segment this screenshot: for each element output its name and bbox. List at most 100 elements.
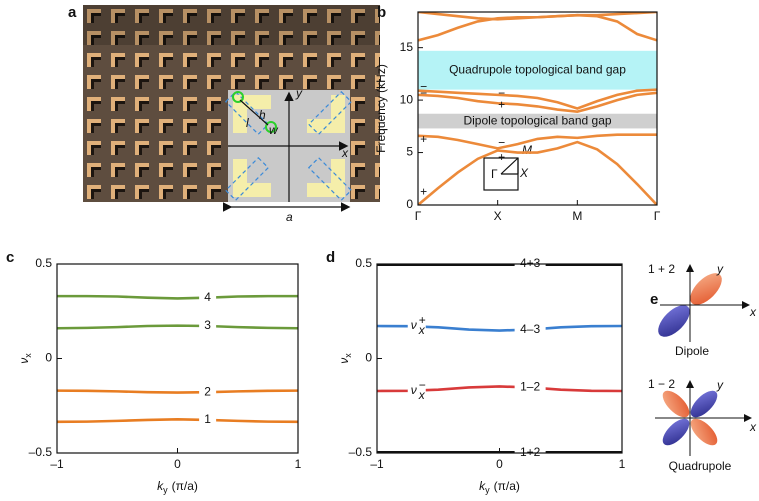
- orbital-label: 1 − 2: [648, 377, 675, 391]
- marker: [265, 121, 277, 133]
- label-gap: [407, 315, 426, 336]
- label-gap: [199, 318, 217, 333]
- parity-marker: −: [420, 80, 427, 94]
- parity-marker: +: [420, 132, 427, 146]
- bz-inset: Γ X M: [483, 143, 532, 191]
- line-label: 1+2: [520, 445, 541, 459]
- x-tick-label: 1: [295, 457, 302, 471]
- parity-marker: −: [498, 86, 505, 100]
- annotation-sub: x: [418, 323, 426, 337]
- axis-label: y: [716, 262, 724, 276]
- parity-marker: +: [498, 150, 505, 164]
- y-tick-label: 0.5: [35, 256, 52, 270]
- bz-label: Γ: [491, 167, 498, 181]
- axis-symbol: k: [157, 479, 164, 493]
- panel-a: y x h w l a a: [68, 4, 380, 224]
- axis-symbol: ν: [337, 358, 351, 364]
- dimension-line: [239, 99, 269, 126]
- series-line: [418, 12, 657, 21]
- axis-title: ky (π/a): [479, 479, 520, 495]
- bz-label: X: [519, 166, 529, 180]
- line-label: 3: [204, 318, 211, 332]
- axis-unit: (π/a): [172, 479, 198, 493]
- plot-frame: [376, 263, 623, 454]
- parity-marker: +: [420, 185, 427, 199]
- axis-title: νx: [337, 353, 353, 364]
- axis-subscript: x: [343, 353, 353, 358]
- axis-title: νx: [17, 353, 33, 364]
- orbital-label: 1 + 2: [648, 262, 675, 276]
- label-gap: [514, 322, 546, 337]
- axis-symbol: ν: [17, 358, 31, 364]
- dimension-label: a: [286, 210, 293, 224]
- annotation-sup: +: [419, 313, 426, 327]
- resonator: [307, 159, 345, 197]
- axis-subscript: x: [23, 353, 33, 358]
- axis-unit: (π/a): [494, 479, 520, 493]
- axis-subscript: y: [163, 485, 168, 495]
- y-tick-label: 0: [406, 197, 413, 211]
- annotation-symbol: ν: [411, 318, 417, 332]
- series-line: [418, 91, 657, 113]
- dashed-outlines: [224, 90, 353, 202]
- x-tick-label: Γ: [415, 209, 422, 223]
- resonator: [307, 95, 345, 133]
- axis-label: y: [295, 86, 303, 100]
- x-tick-label: Γ: [654, 209, 661, 223]
- y-tick-label: 5: [406, 145, 413, 159]
- x-tick-label: –1: [370, 457, 384, 471]
- annotation-symbol: ν: [411, 383, 417, 397]
- label-gap: [407, 381, 426, 402]
- lobe: [658, 305, 690, 337]
- line-label: 1: [204, 412, 211, 426]
- dimension-label: w: [269, 123, 279, 137]
- annotation-sup: −: [419, 378, 426, 392]
- bz-path: [500, 157, 519, 175]
- x-tick-label: X: [494, 209, 502, 223]
- line-label: 1–2: [520, 380, 540, 394]
- line-label: 4: [204, 290, 211, 304]
- axis-title: ky (π/a): [157, 479, 198, 495]
- dimension-label: h: [259, 108, 266, 122]
- line-label: 2: [204, 384, 211, 398]
- parity-marker: +: [498, 98, 505, 112]
- series-line: [418, 13, 657, 42]
- lobe: [690, 273, 722, 305]
- panel-label: c: [6, 249, 14, 266]
- band-gap: [418, 50, 657, 90]
- label-gap: [199, 412, 217, 427]
- x-tick-label: 1: [619, 457, 626, 471]
- y-tick-label: 0: [365, 351, 372, 365]
- series-line: [418, 88, 657, 110]
- line-label: 4+3: [520, 256, 541, 270]
- annotation-sub: x: [418, 388, 426, 402]
- plot-frame: [56, 263, 299, 454]
- label-gap: [514, 380, 546, 395]
- x-tick-label: 0: [174, 457, 181, 471]
- dimension-label: l: [246, 116, 249, 130]
- panel-label: d: [326, 249, 335, 266]
- lobe: [690, 390, 718, 418]
- axis-label: y: [716, 378, 724, 392]
- orbital-caption: Quadrupole: [669, 459, 732, 473]
- y-tick-label: 0: [45, 351, 52, 365]
- axis-label: x: [749, 305, 757, 319]
- lobe: [690, 418, 718, 446]
- series-line: [57, 294, 298, 300]
- band-gap-label: Quadrupole topological band gap: [449, 62, 626, 76]
- bz-label: M: [522, 143, 532, 157]
- photo-shade: [83, 5, 380, 45]
- axis-subscript: y: [485, 485, 490, 495]
- panel-label: e: [650, 291, 658, 308]
- parity-marker: −: [420, 86, 427, 100]
- series-line: [57, 324, 298, 330]
- label-gap: [199, 290, 217, 305]
- y-tick-label: 15: [400, 40, 414, 54]
- axis-title: Frequency (kHz): [374, 64, 388, 153]
- y-tick-label: –0.5: [349, 445, 373, 459]
- panel-e: y x 1 + 2 Dipole y x 1 − 2 Quadrupole: [648, 262, 757, 473]
- band-gap: [418, 113, 657, 129]
- band-gap-label: Dipole topological band gap: [463, 113, 611, 127]
